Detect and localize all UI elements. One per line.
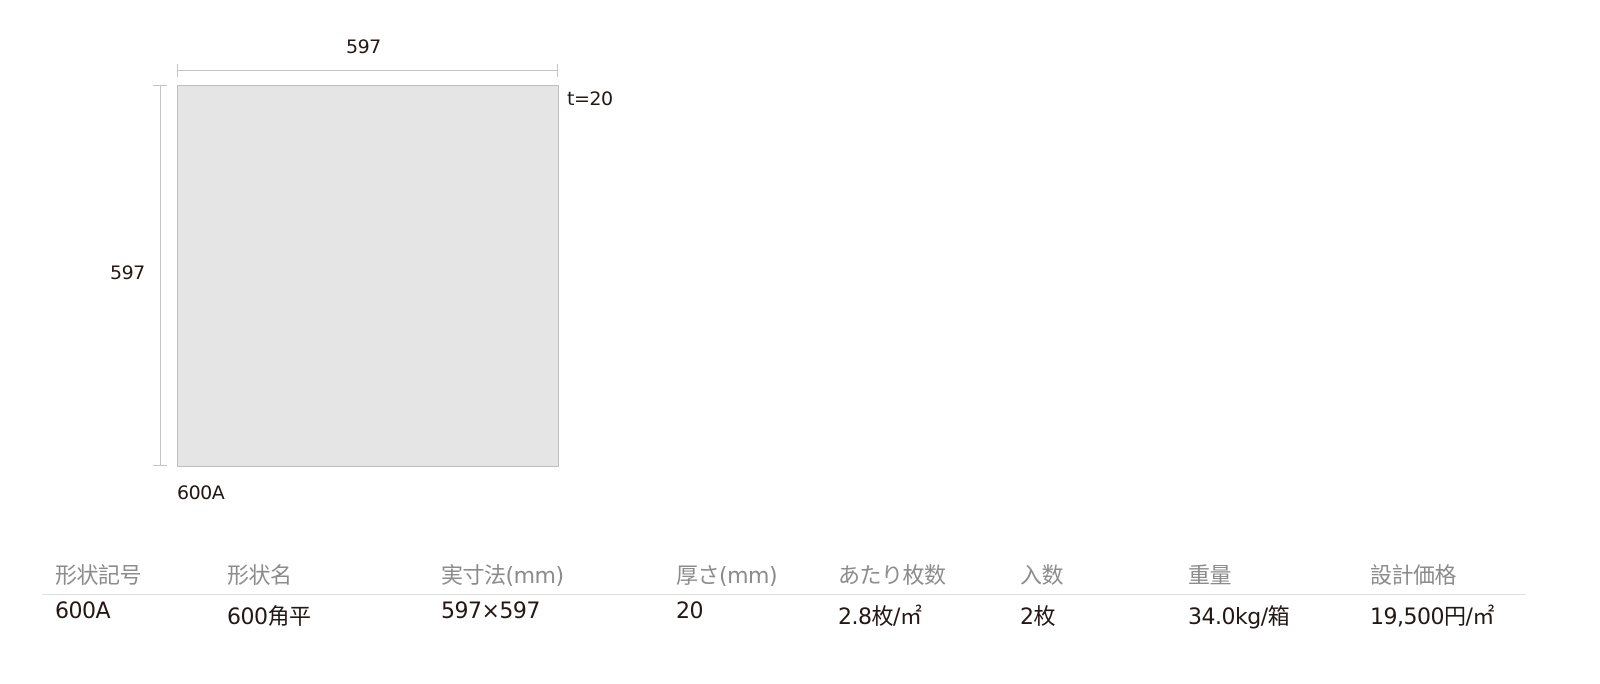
header-shape-code: 形状記号 xyxy=(55,564,142,589)
header-price: 設計価格 xyxy=(1370,564,1457,589)
height-dimension-tick-bottom xyxy=(153,465,167,466)
height-dimension-tick-top xyxy=(153,85,167,86)
table-divider xyxy=(42,594,1526,595)
header-pieces-per-sqm: あたり枚数 xyxy=(838,564,946,589)
height-dimension-label: 597 xyxy=(110,262,145,284)
thickness-label: t=20 xyxy=(567,88,613,110)
cell-pieces-per-sqm: 2.8枚/㎡ xyxy=(838,605,922,630)
cell-actual-size: 597×597 xyxy=(441,599,540,624)
shape-code-label: 600A xyxy=(177,482,225,504)
width-dimension-line xyxy=(177,70,558,71)
height-dimension-line xyxy=(160,85,161,466)
width-dimension-tick-left xyxy=(177,64,178,77)
header-shape-name: 形状名 xyxy=(227,564,292,589)
width-dimension-label: 597 xyxy=(346,36,381,58)
header-weight: 重量 xyxy=(1188,564,1232,589)
width-dimension-tick-right xyxy=(557,64,558,77)
cell-weight: 34.0kg/箱 xyxy=(1188,605,1290,630)
tile-shape xyxy=(177,85,559,467)
cell-shape-name: 600角平 xyxy=(227,605,311,630)
header-actual-size: 実寸法(mm) xyxy=(441,564,564,589)
cell-shape-code: 600A xyxy=(55,599,111,624)
cell-quantity: 2枚 xyxy=(1020,605,1056,630)
cell-thickness: 20 xyxy=(676,599,704,624)
cell-price: 19,500円/㎡ xyxy=(1370,605,1494,630)
header-thickness: 厚さ(mm) xyxy=(676,564,778,589)
header-quantity: 入数 xyxy=(1020,564,1064,589)
